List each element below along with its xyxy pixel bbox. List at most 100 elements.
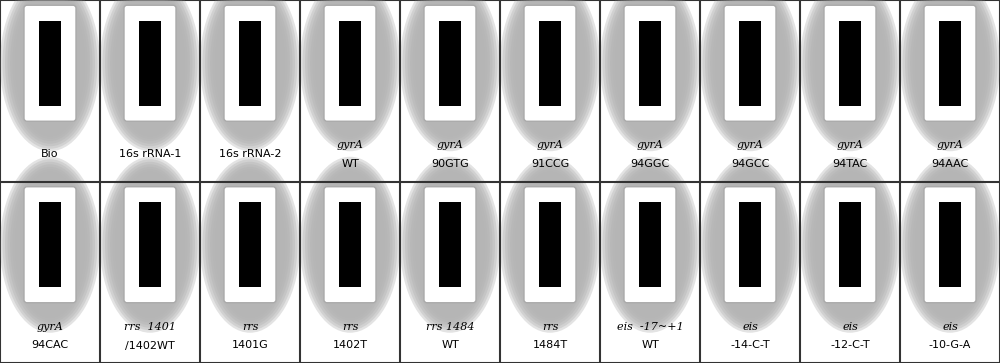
Ellipse shape [915, 0, 985, 136]
FancyBboxPatch shape [824, 187, 876, 303]
Ellipse shape [500, 157, 600, 333]
FancyBboxPatch shape [424, 187, 476, 303]
Ellipse shape [310, 167, 390, 323]
FancyBboxPatch shape [824, 5, 876, 121]
Ellipse shape [605, 0, 695, 146]
Ellipse shape [912, 0, 988, 139]
Ellipse shape [18, 174, 82, 315]
Ellipse shape [418, 0, 482, 134]
Ellipse shape [800, 157, 900, 333]
Ellipse shape [18, 0, 82, 134]
Text: eis: eis [942, 322, 958, 331]
Text: eis: eis [842, 322, 858, 331]
Text: gyrA: gyrA [737, 140, 763, 150]
FancyBboxPatch shape [124, 187, 176, 303]
FancyBboxPatch shape [724, 187, 776, 303]
FancyBboxPatch shape [524, 187, 576, 303]
FancyBboxPatch shape [324, 187, 376, 303]
Ellipse shape [902, 159, 998, 330]
Ellipse shape [400, 0, 500, 151]
Text: -10-G-A: -10-G-A [929, 340, 971, 351]
Ellipse shape [712, 169, 788, 320]
Ellipse shape [10, 0, 90, 141]
Bar [39, 202, 61, 287]
Text: WT: WT [641, 340, 659, 351]
Ellipse shape [705, 0, 795, 146]
Ellipse shape [308, 164, 392, 325]
Text: rrs 1484: rrs 1484 [426, 322, 474, 331]
Ellipse shape [918, 174, 982, 315]
Text: WT: WT [341, 159, 359, 169]
Ellipse shape [710, 0, 790, 141]
Ellipse shape [910, 0, 990, 141]
Text: Bio: Bio [41, 149, 59, 159]
Text: WT: WT [441, 340, 459, 351]
FancyBboxPatch shape [624, 187, 676, 303]
Text: 94CAC: 94CAC [31, 340, 69, 351]
Bar [739, 21, 761, 106]
Ellipse shape [602, 0, 698, 149]
FancyBboxPatch shape [924, 187, 976, 303]
Text: gyrA: gyrA [837, 140, 863, 150]
Ellipse shape [200, 0, 300, 151]
Text: 91CCG: 91CCG [531, 159, 569, 169]
FancyBboxPatch shape [24, 5, 76, 121]
Ellipse shape [415, 172, 485, 318]
Ellipse shape [300, 157, 400, 333]
Ellipse shape [610, 0, 690, 141]
Ellipse shape [508, 164, 592, 325]
Ellipse shape [612, 169, 688, 320]
Ellipse shape [505, 0, 595, 146]
Ellipse shape [710, 167, 790, 323]
Ellipse shape [0, 0, 100, 151]
Ellipse shape [600, 157, 700, 333]
Ellipse shape [708, 0, 792, 144]
Text: 94GGC: 94GGC [630, 159, 670, 169]
Ellipse shape [918, 0, 982, 134]
Ellipse shape [512, 169, 588, 320]
Text: -14-C-T: -14-C-T [730, 340, 770, 351]
Ellipse shape [808, 0, 893, 144]
Ellipse shape [718, 0, 782, 134]
Ellipse shape [912, 169, 988, 320]
Ellipse shape [310, 0, 390, 141]
Ellipse shape [600, 0, 700, 151]
Ellipse shape [112, 169, 188, 320]
Ellipse shape [205, 0, 295, 146]
Ellipse shape [802, 0, 898, 149]
Ellipse shape [408, 0, 492, 144]
Text: gyrA: gyrA [337, 140, 363, 150]
Ellipse shape [810, 167, 890, 323]
Ellipse shape [805, 162, 895, 328]
Bar [939, 202, 961, 287]
Ellipse shape [100, 157, 200, 333]
Ellipse shape [505, 162, 595, 328]
Text: 94AAC: 94AAC [931, 159, 969, 169]
Text: rrs: rrs [542, 322, 558, 331]
Ellipse shape [5, 0, 95, 146]
Ellipse shape [905, 162, 995, 328]
Ellipse shape [402, 159, 498, 330]
Text: 1484T: 1484T [532, 340, 568, 351]
Ellipse shape [302, 159, 398, 330]
FancyBboxPatch shape [224, 5, 276, 121]
Ellipse shape [500, 0, 600, 151]
Ellipse shape [615, 172, 685, 318]
Ellipse shape [400, 157, 500, 333]
Ellipse shape [210, 167, 290, 323]
Ellipse shape [302, 0, 398, 149]
Ellipse shape [208, 0, 292, 144]
FancyBboxPatch shape [924, 5, 976, 121]
Ellipse shape [402, 0, 498, 149]
Text: /1402WT: /1402WT [125, 340, 175, 351]
Ellipse shape [615, 0, 685, 136]
FancyBboxPatch shape [24, 187, 76, 303]
Ellipse shape [215, 172, 285, 318]
Ellipse shape [15, 172, 85, 318]
Ellipse shape [610, 167, 690, 323]
Ellipse shape [612, 0, 688, 139]
Ellipse shape [103, 0, 198, 149]
Bar [239, 202, 261, 287]
Bar [839, 202, 861, 287]
Ellipse shape [108, 164, 192, 325]
